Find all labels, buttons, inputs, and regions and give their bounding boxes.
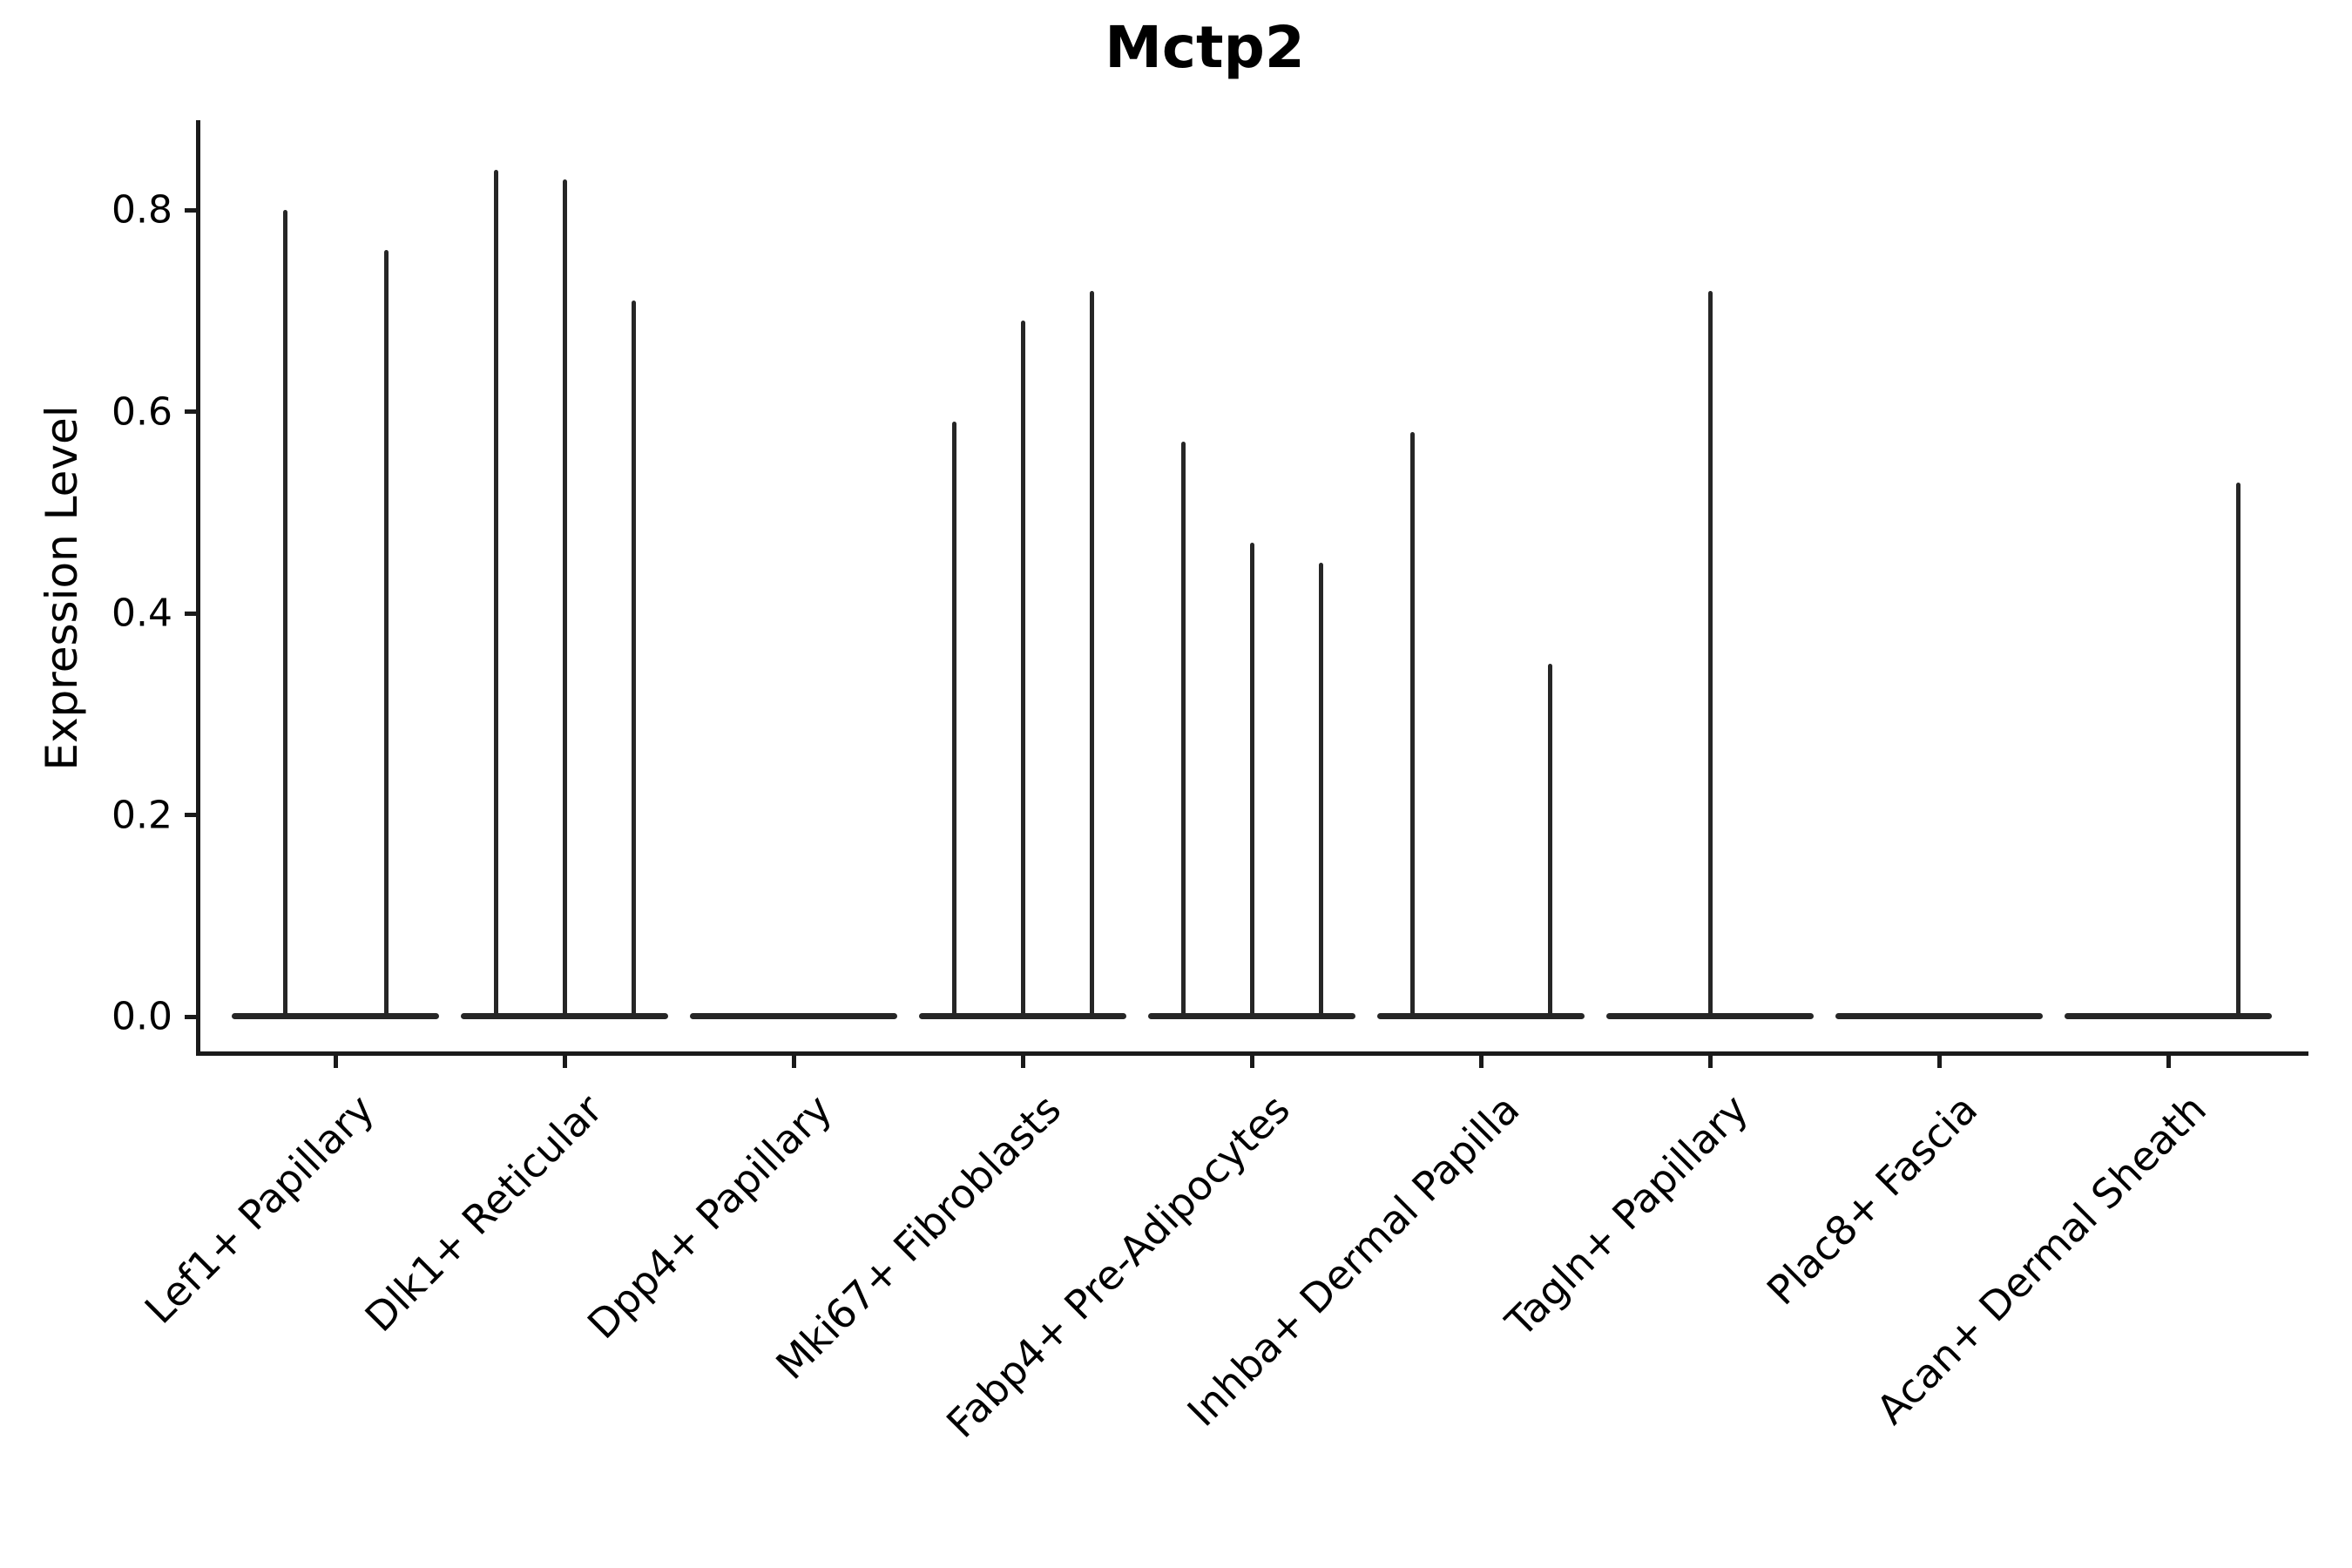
violin-spike	[1547, 663, 1552, 1019]
violin-spike	[1249, 542, 1254, 1019]
x-tick-mark	[333, 1056, 338, 1068]
y-tick-label: 0.2	[112, 793, 172, 837]
violin-spike	[951, 422, 956, 1019]
x-axis-spine	[196, 1051, 2308, 1056]
violin-spike	[1020, 321, 1025, 1019]
violin-spike	[383, 250, 389, 1019]
y-tick-mark	[185, 1014, 196, 1019]
x-tick-label: Dlk1+ Reticular	[355, 1085, 612, 1342]
y-tick-label: 0.6	[112, 389, 172, 434]
violin-baseline	[1377, 1013, 1585, 1019]
violin-baseline	[690, 1013, 897, 1019]
x-tick-label: Tagln+ Papillary	[1497, 1085, 1758, 1346]
violin-spike	[562, 179, 567, 1019]
violin-spike	[631, 301, 636, 1019]
violin-spike	[1409, 431, 1415, 1019]
violin-baseline	[2065, 1013, 2272, 1019]
x-tick-mark	[562, 1056, 567, 1068]
chart-title: Mctp2	[1105, 14, 1305, 81]
y-axis-spine	[196, 120, 200, 1056]
y-tick-mark	[185, 409, 196, 414]
violin-baseline	[232, 1013, 439, 1019]
y-tick-mark	[185, 207, 196, 213]
x-tick-mark	[1707, 1056, 1713, 1068]
x-tick-mark	[1249, 1056, 1254, 1068]
violin-spike	[1089, 290, 1094, 1019]
violin-spike	[1180, 442, 1186, 1019]
y-tick-label: 0.8	[112, 187, 172, 233]
violin-spike	[493, 169, 498, 1019]
violin-spike	[1318, 563, 1323, 1019]
x-tick-mark	[1020, 1056, 1025, 1068]
x-tick-label: Plac8+ Fascia	[1757, 1085, 1987, 1315]
x-tick-label: Lef1+ Papillary	[135, 1085, 383, 1333]
x-tick-mark	[1478, 1056, 1484, 1068]
x-tick-mark	[791, 1056, 796, 1068]
y-tick-mark	[185, 611, 196, 616]
y-tick-label: 0.4	[112, 591, 172, 636]
x-tick-mark	[1936, 1056, 1942, 1068]
y-axis-label: Expression Level	[37, 405, 87, 771]
violin-spike	[1707, 290, 1713, 1019]
x-tick-label: Dpp4+ Papillary	[578, 1085, 841, 1348]
y-tick-label: 0.0	[112, 994, 172, 1039]
x-tick-mark	[2166, 1056, 2171, 1068]
violin-spike	[2235, 482, 2240, 1019]
violin-spike	[282, 210, 287, 1019]
y-tick-mark	[185, 813, 196, 817]
violin-baseline	[1835, 1013, 2043, 1019]
